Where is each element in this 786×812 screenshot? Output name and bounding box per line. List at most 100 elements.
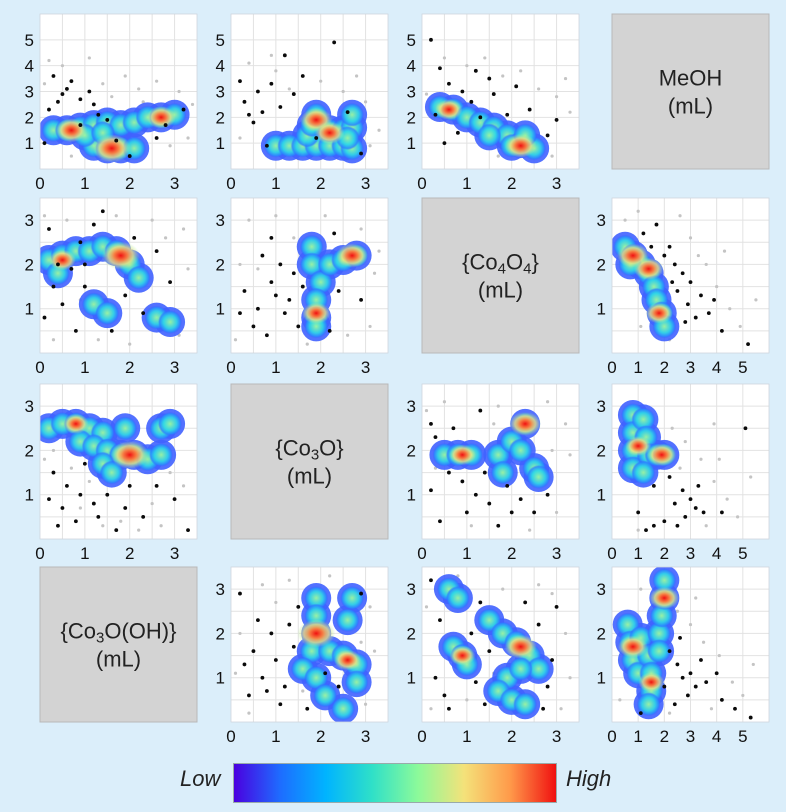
y-tick-label: 1: [407, 486, 416, 505]
black-point: [482, 470, 487, 475]
black-point: [706, 311, 711, 316]
gray-point: [699, 457, 703, 461]
black-point: [78, 240, 83, 245]
y-tick-label: 4: [216, 57, 225, 76]
gray-point: [736, 515, 740, 519]
panel-0-0: 0 1 2 3 1 2 3 4 5: [25, 13, 198, 193]
gray-point: [725, 497, 729, 501]
density-blob: [445, 586, 470, 610]
black-point: [123, 293, 128, 298]
black-point: [678, 635, 682, 640]
gray-point: [247, 61, 251, 65]
black-point: [247, 112, 251, 117]
black-point: [291, 644, 296, 649]
gray-point: [424, 92, 429, 96]
density-blob: [344, 670, 369, 695]
black-point: [473, 492, 478, 497]
y-tick-label: 3: [25, 397, 34, 416]
black-point: [460, 89, 465, 94]
black-point: [509, 510, 514, 515]
black-point: [47, 497, 51, 502]
panel-3-2: 0 1 2 3 1 2 3: [407, 566, 580, 746]
gray-point: [728, 307, 732, 311]
gray-point: [341, 89, 345, 94]
black-point: [433, 675, 438, 680]
black-point: [455, 130, 460, 135]
black-point: [291, 271, 296, 276]
black-point: [269, 235, 274, 240]
black-point: [433, 112, 438, 117]
density-hotspot: [302, 302, 331, 324]
black-point: [701, 510, 706, 515]
gray-point: [301, 689, 305, 693]
black-point: [704, 680, 709, 685]
gray-point: [128, 342, 132, 346]
y-tick-label: 2: [407, 624, 416, 643]
x-tick-label: 3: [170, 544, 179, 563]
y-tick-label: 2: [25, 108, 34, 127]
black-point: [670, 280, 675, 285]
black-point: [699, 293, 703, 298]
black-point: [685, 302, 690, 307]
x-tick-label: 3: [170, 358, 179, 377]
density-blob: [631, 460, 656, 485]
gray-point: [51, 448, 56, 453]
density-hotspot: [649, 586, 680, 610]
gray-point: [568, 676, 572, 680]
black-point: [247, 693, 251, 698]
density-hotspot: [92, 134, 131, 163]
x-tick-label: 5: [738, 358, 747, 377]
black-point: [87, 89, 92, 94]
x-tick-label: 2: [316, 727, 325, 746]
black-point: [69, 79, 74, 84]
density-hotspot: [509, 411, 542, 436]
y-tick-label: 3: [25, 211, 34, 230]
black-point: [65, 483, 69, 488]
gray-point: [636, 209, 640, 213]
gray-point: [688, 622, 693, 627]
gray-point: [359, 640, 363, 644]
density-hotspot: [646, 443, 677, 467]
gray-point: [181, 227, 186, 231]
black-point: [667, 649, 672, 654]
x-tick-label: 3: [361, 727, 370, 746]
x-tick-label: 2: [660, 727, 669, 746]
gray-point: [87, 479, 91, 484]
density-hotspot: [146, 106, 176, 129]
density-blob: [335, 608, 360, 633]
x-tick-label: 4: [712, 544, 721, 563]
y-tick-label: 2: [216, 624, 225, 643]
density-blob: [490, 460, 515, 485]
gray-point: [181, 484, 186, 488]
black-point: [429, 578, 433, 583]
black-point: [154, 249, 159, 254]
x-tick-label: 0: [607, 358, 616, 377]
black-point: [550, 658, 554, 662]
black-point: [109, 328, 114, 333]
x-tick-label: 0: [226, 358, 235, 377]
gray-point: [717, 653, 721, 658]
y-tick-label: 3: [597, 211, 606, 230]
x-tick-label: 1: [80, 544, 89, 563]
y-tick-label: 1: [216, 300, 225, 319]
x-tick-label: 0: [35, 174, 44, 193]
black-point: [154, 483, 159, 488]
black-point: [746, 342, 750, 347]
density-blob: [126, 265, 151, 290]
gray-point: [550, 591, 554, 596]
gray-point: [528, 528, 532, 532]
gray-point: [269, 53, 273, 57]
density-hotspot: [336, 243, 369, 268]
black-point: [269, 81, 274, 86]
y-tick-label: 3: [25, 83, 34, 102]
gray-point: [537, 583, 541, 587]
variable-name: {Co3O}: [275, 436, 343, 464]
black-point: [532, 510, 537, 515]
gray-point: [678, 214, 682, 218]
density-hotspot: [645, 302, 673, 324]
density-blob: [513, 692, 538, 717]
gray-point: [442, 400, 447, 404]
density-blob: [99, 460, 124, 485]
